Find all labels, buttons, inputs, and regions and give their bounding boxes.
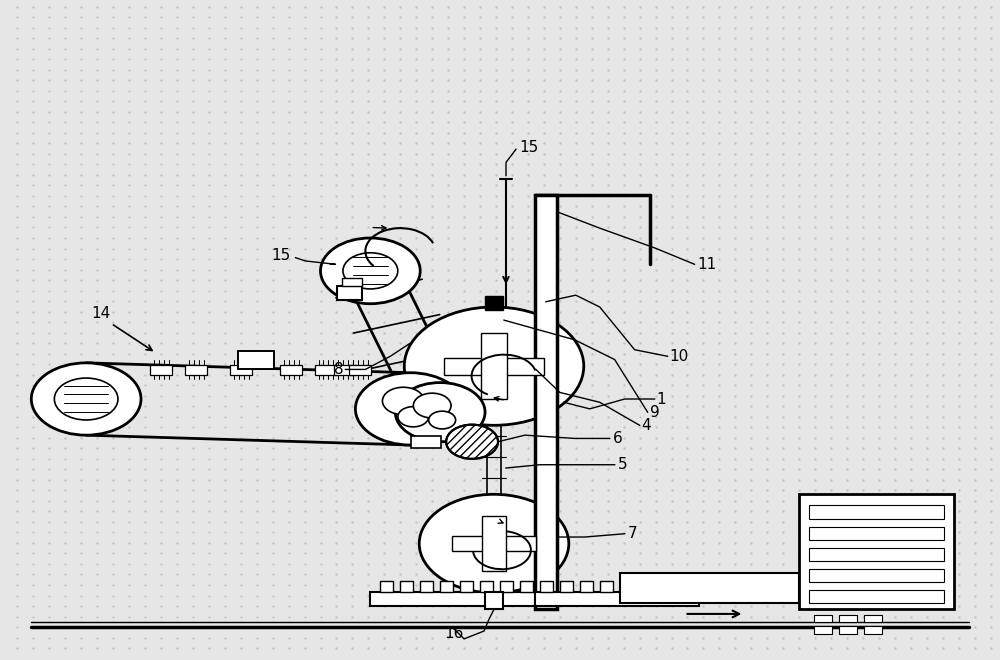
Bar — [230, 365, 252, 375]
Text: 1: 1 — [657, 391, 666, 407]
Bar — [640, 581, 653, 591]
Circle shape — [446, 424, 498, 459]
Text: 10: 10 — [670, 348, 689, 364]
Bar — [680, 581, 692, 591]
Bar — [799, 494, 954, 609]
Bar — [620, 573, 799, 603]
Bar — [660, 581, 673, 591]
Bar — [452, 536, 536, 552]
Circle shape — [382, 387, 424, 414]
Text: 15: 15 — [271, 248, 291, 263]
Bar — [485, 591, 503, 609]
Bar — [535, 195, 557, 609]
Bar — [481, 333, 507, 399]
Bar — [809, 589, 944, 603]
Bar — [444, 358, 544, 375]
Circle shape — [31, 363, 141, 435]
Bar — [337, 286, 362, 300]
Bar — [839, 626, 857, 634]
Circle shape — [54, 378, 118, 420]
Text: 5: 5 — [618, 457, 627, 473]
Text: 16: 16 — [444, 626, 464, 641]
Bar — [150, 365, 172, 375]
Bar — [839, 614, 857, 622]
Bar — [809, 568, 944, 581]
Bar — [480, 581, 493, 591]
Circle shape — [320, 238, 420, 304]
Bar — [535, 591, 699, 606]
Text: 7: 7 — [628, 526, 637, 541]
Bar — [280, 365, 302, 375]
Bar — [520, 581, 533, 591]
Bar — [864, 614, 882, 622]
Bar — [620, 581, 633, 591]
Text: 8: 8 — [334, 362, 343, 377]
Bar — [485, 296, 503, 310]
Bar — [370, 591, 535, 606]
Text: 9: 9 — [650, 405, 659, 420]
Bar — [814, 614, 832, 622]
Bar — [864, 626, 882, 634]
Bar — [342, 278, 362, 286]
Bar — [238, 351, 274, 370]
Bar — [380, 581, 393, 591]
Bar — [600, 581, 613, 591]
Bar — [349, 365, 371, 375]
Bar — [540, 581, 553, 591]
Text: 11: 11 — [697, 257, 717, 272]
Bar — [460, 581, 473, 591]
Circle shape — [419, 494, 569, 593]
Bar — [420, 581, 433, 591]
Bar — [482, 516, 506, 571]
Bar — [315, 365, 336, 375]
Bar — [560, 581, 573, 591]
Text: 6: 6 — [613, 431, 622, 446]
Circle shape — [398, 407, 429, 427]
Bar — [334, 365, 356, 375]
Bar — [440, 581, 453, 591]
Text: 4: 4 — [642, 418, 651, 433]
Bar — [580, 581, 593, 591]
Bar — [500, 581, 513, 591]
Circle shape — [404, 307, 584, 425]
Text: 15: 15 — [519, 140, 538, 155]
Bar — [185, 365, 207, 375]
Text: 14: 14 — [91, 306, 110, 321]
Bar — [400, 581, 413, 591]
Circle shape — [413, 393, 451, 418]
Circle shape — [355, 373, 465, 445]
Bar — [814, 626, 832, 634]
Circle shape — [343, 253, 398, 289]
Bar — [809, 548, 944, 561]
Bar — [809, 506, 944, 519]
Bar — [809, 527, 944, 540]
Bar — [411, 436, 441, 447]
Circle shape — [429, 411, 456, 429]
Circle shape — [395, 383, 485, 442]
